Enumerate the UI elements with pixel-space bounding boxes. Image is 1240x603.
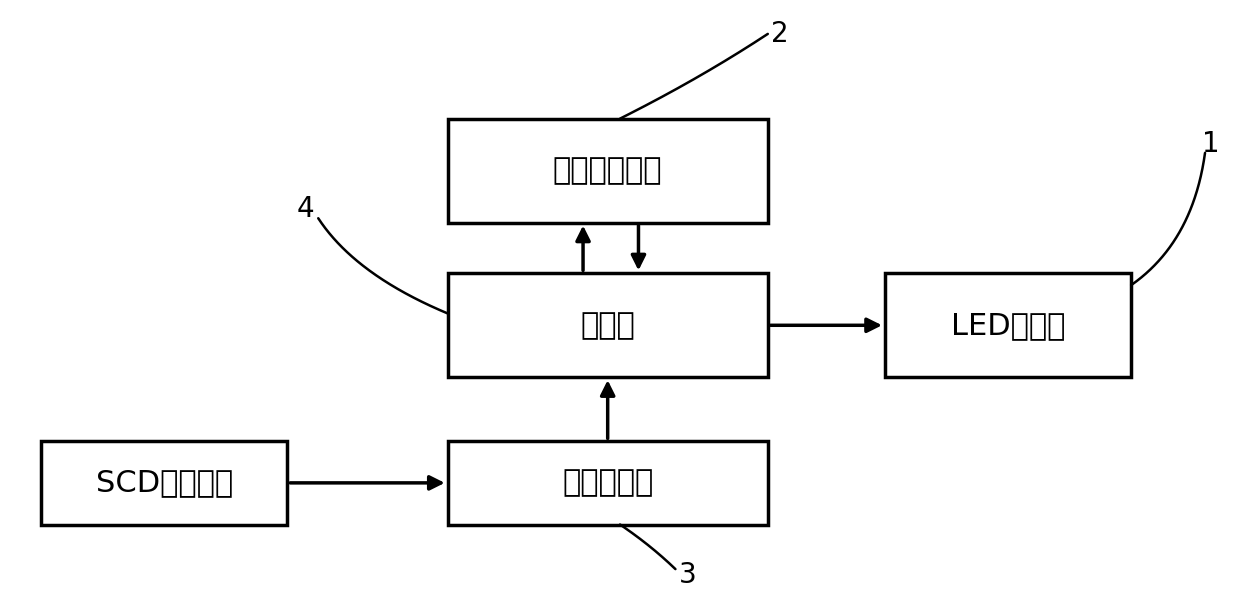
Text: 工控机: 工控机: [580, 311, 635, 339]
Text: SCD配置文件: SCD配置文件: [95, 469, 233, 497]
Bar: [41, 441, 288, 525]
Text: 1: 1: [1203, 130, 1220, 158]
Text: 智能交换机: 智能交换机: [562, 469, 653, 497]
Bar: [448, 441, 768, 525]
Text: 网络分析设备: 网络分析设备: [553, 156, 662, 185]
Text: 2: 2: [771, 20, 789, 48]
Bar: [448, 119, 768, 223]
Bar: [885, 273, 1131, 377]
Bar: [448, 273, 768, 377]
Text: 3: 3: [678, 561, 697, 589]
Text: 4: 4: [298, 195, 315, 223]
Text: LED透明屏: LED透明屏: [951, 311, 1065, 339]
